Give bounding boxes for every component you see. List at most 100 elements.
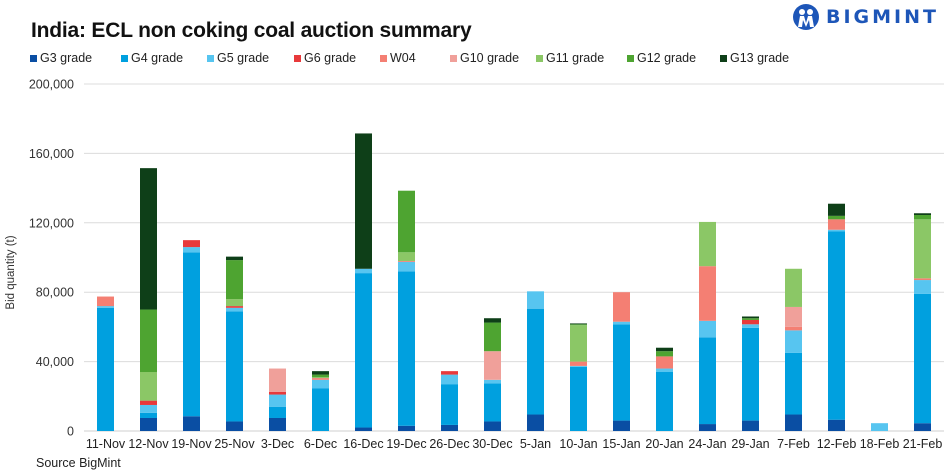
legend-label: G4 grade (131, 51, 184, 65)
chart-title: India: ECL non coking coal auction summa… (31, 19, 472, 42)
bar-segment-g4-grade (484, 383, 501, 422)
bar-segment-g5-grade (140, 404, 157, 413)
bar-segment-g11-grade (699, 221, 716, 267)
legend-swatch (450, 54, 457, 62)
x-tick-label: 16-Dec (343, 437, 383, 451)
bar-segment-w04 (570, 361, 587, 366)
bar-segment-g12-grade (656, 351, 673, 357)
bar-segment-g10-grade (269, 368, 286, 392)
bar-segment-g3-grade (828, 419, 845, 431)
bar-segment-w04 (613, 292, 630, 322)
bigmint-logo: BIGMINT (792, 3, 939, 31)
bar-segment-g3-grade (355, 427, 372, 431)
bar-segment-w04 (699, 266, 716, 321)
brand-name: BIGMINT (826, 6, 939, 28)
bar-segment-g6-grade (269, 391, 286, 395)
bar-segment-g13-grade (355, 133, 372, 269)
bar-segment-g3-grade (613, 420, 630, 431)
bar-segment-g12-grade (140, 309, 157, 373)
x-tick-label: 12-Nov (128, 437, 169, 451)
bar-segment-g4-grade (441, 384, 458, 425)
x-tick-label: 3-Dec (261, 437, 294, 451)
bar-segment-g4-grade (570, 366, 587, 431)
bar-segment-g3-grade (441, 424, 458, 431)
bar-segment-w04 (97, 296, 114, 307)
bar-segment-g5-grade (871, 423, 888, 431)
bar-segment-g13-grade (484, 318, 501, 323)
bar-segment-g11-grade (785, 268, 802, 307)
bar-segment-g4-grade (527, 308, 544, 415)
bar-segment-w04 (785, 326, 802, 331)
legend-item: G5 grade (207, 51, 269, 65)
bar-segment-g12-grade (312, 374, 329, 378)
bar-segment-g11-grade (914, 219, 931, 279)
x-tick-label: 30-Dec (472, 437, 512, 451)
bar-segment-g3-grade (398, 425, 415, 431)
x-tick-label: 12-Feb (817, 437, 857, 451)
legend-label: W04 (390, 51, 416, 65)
bar-segment-g6-grade (441, 371, 458, 375)
bar-segment-g5-grade (527, 291, 544, 309)
x-tick-label: 19-Nov (171, 437, 212, 451)
bar-segment-g5-grade (742, 324, 759, 328)
source-note: Source BigMint (36, 456, 121, 470)
x-tick-label: 20-Jan (645, 437, 683, 451)
legend-item: G11 grade (536, 51, 604, 65)
bar-segment-g5-grade (312, 379, 329, 389)
bar-segment-g3-grade (742, 420, 759, 431)
y-tick-label: 200,000 (29, 78, 74, 92)
bar-segment-g12-grade (226, 260, 243, 300)
bar-segment-g5-grade (183, 247, 200, 253)
bar-segment-w04 (828, 219, 845, 230)
bar-segment-g13-grade (742, 316, 759, 319)
legend-label: G5 grade (217, 51, 270, 65)
bar-segment-g12-grade (828, 215, 845, 220)
bar-segment-g4-grade (742, 327, 759, 421)
bar-segment-g4-grade (914, 293, 931, 424)
bar-segment-g3-grade (226, 421, 243, 431)
bar-segment-g6-grade (742, 319, 759, 325)
bar-segment-g13-grade (828, 203, 845, 216)
x-tick-label: 29-Jan (731, 437, 769, 451)
bar-segment-g13-grade (312, 371, 329, 375)
x-tick-label: 18-Feb (860, 437, 900, 451)
bar-segment-g4-grade (785, 352, 802, 415)
bar-segment-g3-grade (484, 421, 501, 431)
bar-segment-w04 (656, 356, 673, 369)
x-tick-label: 10-Jan (559, 437, 597, 451)
legend-swatch (294, 54, 301, 62)
legend-item: W04 (380, 51, 416, 65)
bar-segment-g4-grade (355, 273, 372, 428)
y-tick-label: 120,000 (29, 216, 74, 230)
bar-segment-g3-grade (183, 416, 200, 431)
bar-segment-g5-grade (828, 229, 845, 232)
bar-segment-g3-grade (914, 423, 931, 431)
bar-segment-g3-grade (140, 417, 157, 431)
bar-segment-g3-grade (785, 414, 802, 431)
bar-segment-g5-grade (398, 261, 415, 272)
bar-segment-g4-grade (140, 412, 157, 418)
bar-segment-g13-grade (140, 168, 157, 310)
x-tick-label: 21-Feb (903, 437, 943, 451)
bar-segment-g11-grade (140, 372, 157, 401)
bigmint-logo-icon (793, 4, 819, 30)
bar-segment-g4-grade (312, 388, 329, 431)
bar-segment-g12-grade (398, 190, 415, 253)
bar-segment-g12-grade (914, 214, 931, 220)
x-tick-label: 7-Feb (777, 437, 810, 451)
legend-swatch (30, 54, 37, 62)
x-tick-label: 24-Jan (688, 437, 726, 451)
bar-segment-g5-grade (441, 374, 458, 385)
bar-segment-g4-grade (226, 311, 243, 422)
legend-item: G13 grade (720, 51, 789, 65)
bar-segment-g4-grade (398, 271, 415, 426)
bar-segment-g6-grade (183, 240, 200, 248)
bar-segment-w04 (914, 278, 931, 281)
bar-segment-g13-grade (226, 256, 243, 261)
bar-segment-g11-grade (226, 299, 243, 307)
bar-segment-g13-grade (656, 347, 673, 352)
x-tick-label: 11-Nov (86, 437, 126, 451)
x-tick-label: 26-Dec (429, 437, 469, 451)
bar-segment-g3-grade (699, 424, 716, 431)
